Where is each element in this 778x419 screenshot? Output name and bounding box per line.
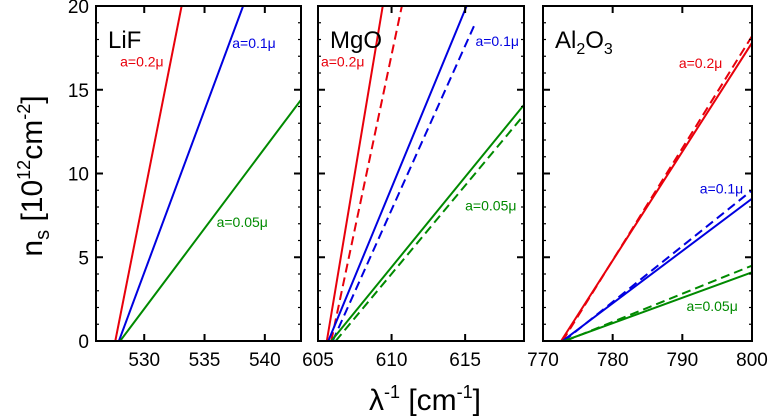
- series-line-2-1: [325, 6, 384, 341]
- series-line-2-5: [330, 104, 524, 341]
- y-tick-label: 15: [68, 81, 89, 102]
- series-label: a=0.1μ: [700, 181, 744, 197]
- series-line-1-3: [119, 99, 301, 341]
- x-tick-label: 535: [189, 350, 221, 371]
- panel-title: Al2O3: [555, 27, 613, 58]
- y-tick-label: 0: [78, 332, 89, 353]
- y-tick-label: 20: [68, 0, 89, 18]
- x-tick-label: 800: [736, 350, 768, 371]
- y-tick-label: 10: [68, 165, 89, 186]
- series-line-1-1: [114, 6, 183, 341]
- series-label: a=0.2μ: [321, 53, 365, 69]
- series-label: a=0.05μ: [465, 197, 516, 213]
- series-line-3-4: [563, 189, 752, 341]
- series-line-1-2: [117, 6, 245, 341]
- series-line-3-6: [564, 264, 752, 341]
- x-tick-label: 605: [302, 350, 334, 371]
- series-line-2-3: [327, 6, 468, 341]
- x-axis-label: λ-1 [cm-1]: [369, 382, 481, 417]
- series-label: a=0.2μ: [120, 53, 164, 69]
- panel-title: LiF: [108, 27, 141, 54]
- series-label: a=0.1μ: [475, 33, 519, 49]
- series-label: a=0.05μ: [217, 214, 268, 230]
- y-axis-label: ns [1012cm-2]: [14, 95, 54, 256]
- x-tick-label: 770: [527, 350, 559, 371]
- x-tick-label: 530: [128, 350, 160, 371]
- y-tick-label: 5: [78, 248, 89, 269]
- x-tick-label: 780: [597, 350, 629, 371]
- panel-title: MgO: [330, 27, 382, 54]
- x-tick-label: 790: [666, 350, 698, 371]
- x-tick-label: 615: [449, 350, 481, 371]
- x-tick-label: 610: [376, 350, 408, 371]
- series-line-2-2: [330, 6, 403, 341]
- series-label: a=0.2μ: [679, 55, 723, 71]
- series-line-2-6: [334, 114, 524, 341]
- series-line-3-3: [561, 197, 752, 341]
- panel-3: 770 780 790 800 Al2O3 a=0.2μ a=0.1μ a=0.05μ: [527, 5, 768, 371]
- series-line-2-4: [331, 25, 475, 341]
- series-line-3-2: [561, 35, 752, 341]
- series-label: a=0.05μ: [687, 298, 738, 314]
- series-label: a=0.1μ: [232, 35, 276, 51]
- x-tick-label: 540: [249, 350, 281, 371]
